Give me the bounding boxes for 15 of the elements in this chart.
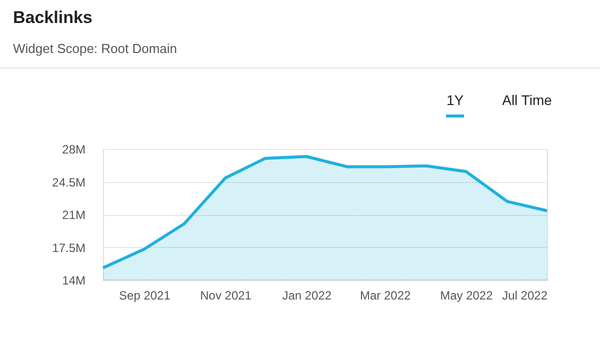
text: 1Y <box>446 92 464 108</box>
x-tick-label: Jan 2022 <box>282 288 332 302</box>
x-tick-label: Mar 2022 <box>360 288 411 302</box>
chart-title: Backlinks <box>13 8 92 27</box>
y-tick-label: 24.5M <box>52 175 86 190</box>
y-tick-label: 21M <box>62 208 86 222</box>
y-tick-label: 17.5M <box>52 240 86 255</box>
y-tick-label: 28M <box>62 142 86 156</box>
y-tick-label: 14M <box>62 274 86 288</box>
x-tick-label: Nov 2021 <box>200 288 252 302</box>
x-tick-label: Jul 2022 <box>502 288 548 302</box>
text: All Time <box>502 92 552 108</box>
x-tick-label: Sep 2021 <box>119 288 171 302</box>
x-tick-label: May 2022 <box>440 288 494 302</box>
chart-subtitle: Widget Scope: Root Domain <box>13 41 178 56</box>
